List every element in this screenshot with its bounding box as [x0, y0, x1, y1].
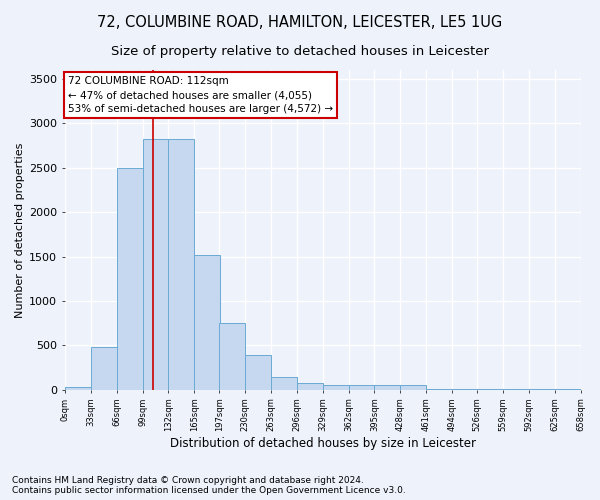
- Text: Contains HM Land Registry data © Crown copyright and database right 2024.
Contai: Contains HM Land Registry data © Crown c…: [12, 476, 406, 495]
- Bar: [91, 348, 116, 390]
- Bar: [297, 384, 323, 390]
- Bar: [400, 385, 426, 390]
- Bar: [349, 385, 374, 390]
- Bar: [426, 389, 452, 390]
- Bar: [169, 140, 194, 390]
- Bar: [271, 378, 297, 390]
- Bar: [245, 356, 271, 390]
- Text: Size of property relative to detached houses in Leicester: Size of property relative to detached ho…: [111, 45, 489, 58]
- Text: 72 COLUMBINE ROAD: 112sqm
← 47% of detached houses are smaller (4,055)
53% of se: 72 COLUMBINE ROAD: 112sqm ← 47% of detac…: [68, 76, 333, 114]
- Bar: [323, 384, 349, 390]
- Bar: [219, 324, 245, 390]
- X-axis label: Distribution of detached houses by size in Leicester: Distribution of detached houses by size …: [170, 437, 476, 450]
- Y-axis label: Number of detached properties: Number of detached properties: [15, 142, 25, 318]
- Text: 72, COLUMBINE ROAD, HAMILTON, LEICESTER, LE5 1UG: 72, COLUMBINE ROAD, HAMILTON, LEICESTER,…: [97, 15, 503, 30]
- Bar: [374, 385, 400, 390]
- Bar: [65, 388, 91, 390]
- Bar: [143, 140, 169, 390]
- Bar: [194, 255, 220, 390]
- Bar: [116, 168, 143, 390]
